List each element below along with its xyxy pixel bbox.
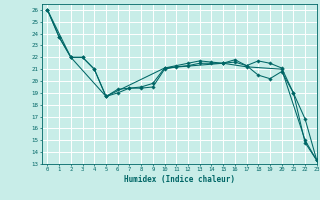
X-axis label: Humidex (Indice chaleur): Humidex (Indice chaleur): [124, 175, 235, 184]
